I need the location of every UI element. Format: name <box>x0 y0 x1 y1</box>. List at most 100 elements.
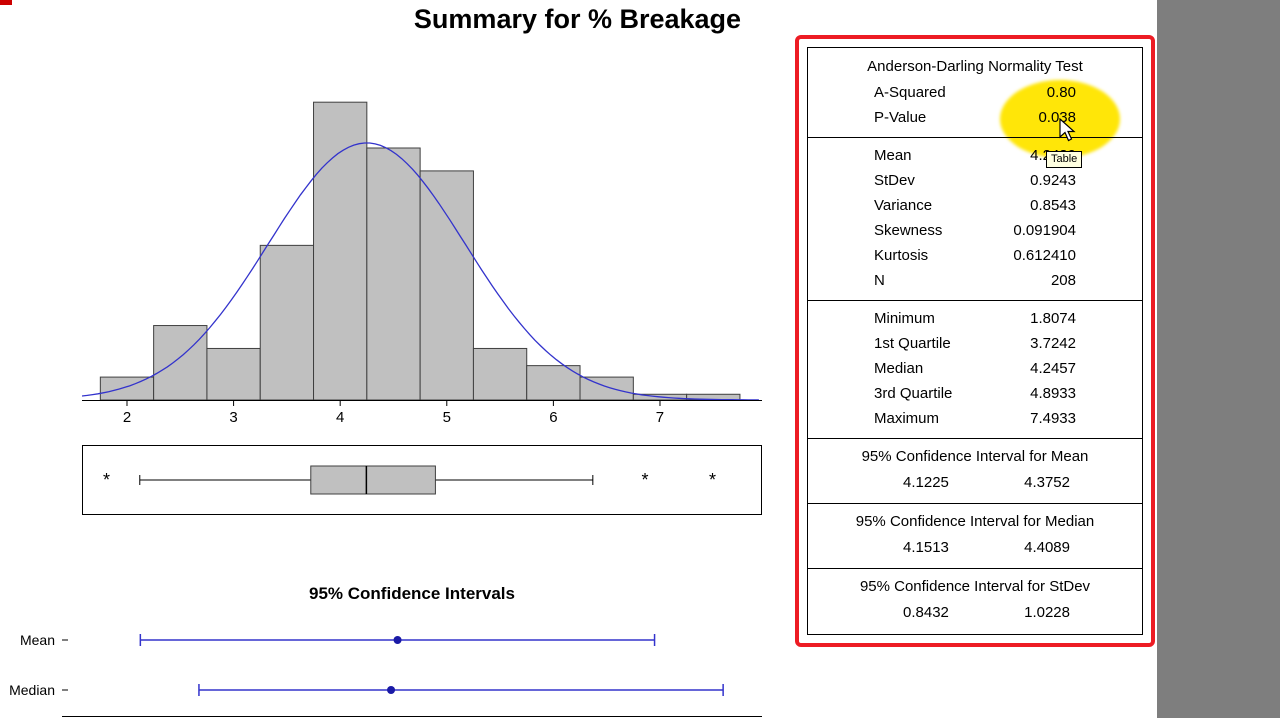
ci-row-label-median: Median <box>9 682 55 698</box>
stat-label: Median <box>874 360 924 377</box>
stat-value: 1.8074 <box>1030 310 1076 327</box>
stats-row: P-Value 0.038 <box>808 105 1142 130</box>
stat-label: Variance <box>874 197 933 214</box>
histogram-bar <box>259 244 315 401</box>
stats-row: StDev 0.9243 <box>808 168 1142 193</box>
stat-value: 4.8933 <box>1030 385 1076 402</box>
ci-values-row: 4.1225 4.3752 <box>808 470 1142 496</box>
ci-low-value: 0.8432 <box>903 604 949 621</box>
x-tick-label: 4 <box>336 409 344 426</box>
stats-row: Kurtosis 0.612410 <box>808 243 1142 268</box>
ci-center-dot <box>393 636 402 644</box>
histogram-chart: 2 3 4 5 6 7 <box>82 101 762 426</box>
stats-row: N 208 <box>808 268 1142 293</box>
stat-label: N <box>874 272 885 289</box>
quantiles-section: Minimum 1.8074 1st Quartile 3.7242 Median 4.2… <box>808 303 1142 436</box>
stats-row: Variance 0.8543 <box>808 193 1142 218</box>
histogram-bar <box>313 101 368 401</box>
stat-value: 0.80 <box>1046 84 1076 101</box>
ci-section: 95% Confidence Interval for Mean 4.1225 4.… <box>808 441 1142 501</box>
ci-low-value: 4.1225 <box>903 474 949 491</box>
stats-row: Skewness 0.091904 <box>808 218 1142 243</box>
section-header: 95% Confidence Interval for Mean <box>861 448 1089 465</box>
stat-label: StDev <box>874 172 915 189</box>
ci-values-row: 0.8432 1.0228 <box>808 600 1142 626</box>
page-title: Summary for % Breakage <box>413 4 742 34</box>
outlier-asterisk: * <box>709 470 716 490</box>
histogram-bar <box>99 376 155 401</box>
ci-section-title: 95% Confidence Intervals <box>309 584 515 603</box>
ci-row-mean <box>62 634 656 646</box>
stat-value: 0.091904 <box>1013 222 1076 239</box>
stat-label: Maximum <box>874 410 940 427</box>
stat-label: Skewness <box>874 222 943 239</box>
section-header: 95% Confidence Interval for Median <box>855 513 1095 530</box>
x-tick-label: 2 <box>123 409 131 426</box>
x-tick-label: 6 <box>549 409 557 426</box>
stat-value: 7.4933 <box>1030 410 1076 427</box>
x-tick-label: 7 <box>656 409 664 426</box>
histogram-bar <box>579 376 634 401</box>
stats-panel[interactable]: Anderson-Darling Normality Test A-Squared… <box>795 35 1155 647</box>
table-tooltip: Table <box>1046 151 1083 168</box>
video-artifact-mark <box>0 0 12 5</box>
boxplot-box <box>310 465 436 495</box>
stats-row: 1st Quartile 3.7242 <box>808 331 1142 356</box>
section-divider <box>808 438 1142 439</box>
right-gray-strip <box>1157 0 1280 718</box>
x-tick-label: 5 <box>443 409 451 426</box>
section-divider <box>808 137 1142 138</box>
stat-label: P-Value <box>874 109 927 126</box>
stats-row: Minimum 1.8074 <box>808 306 1142 331</box>
section-divider <box>808 568 1142 569</box>
section-header: 95% Confidence Interval for StDev <box>859 578 1091 595</box>
stat-label: 1st Quartile <box>874 335 951 352</box>
outlier-asterisk: * <box>103 470 110 490</box>
histogram-bar <box>206 347 261 401</box>
outlier-asterisk: * <box>642 470 649 490</box>
stats-row: Median 4.2457 <box>808 356 1142 381</box>
histogram-x-axis: 2 3 4 5 6 7 <box>82 400 762 426</box>
ci-high-value: 4.4089 <box>1024 539 1070 556</box>
stats-row: Maximum 7.4933 <box>808 406 1142 431</box>
ci-section: 95% Confidence Interval for StDev 0.8432 1… <box>808 571 1142 631</box>
ci-section: 95% Confidence Interval for Median 4.1513… <box>808 506 1142 566</box>
mouse-cursor-icon <box>1059 118 1076 142</box>
ci-values-row: 4.1513 4.4089 <box>808 535 1142 561</box>
histogram-bar <box>419 170 474 401</box>
histogram-bar <box>153 325 208 401</box>
stat-value: 0.612410 <box>1013 247 1076 264</box>
boxplot-chart: * * * <box>82 445 762 515</box>
section-divider <box>808 503 1142 504</box>
normality-section: Anderson-Darling Normality Test A-Squared… <box>808 51 1142 135</box>
stats-row: A-Squared 0.80 <box>808 80 1142 105</box>
stat-label: A-Squared <box>874 84 946 101</box>
x-tick-label: 3 <box>229 409 237 426</box>
ci-high-value: 4.3752 <box>1024 474 1070 491</box>
ci-low-value: 4.1513 <box>903 539 949 556</box>
histogram-bars <box>99 101 741 401</box>
histogram-bar <box>472 347 528 401</box>
stat-value: 0.8543 <box>1030 197 1076 214</box>
stat-value: 4.2457 <box>1030 360 1076 377</box>
stats-table: Anderson-Darling Normality Test A-Squared… <box>807 47 1143 635</box>
stat-label: Mean <box>874 147 912 164</box>
section-divider <box>808 300 1142 301</box>
stat-label: Kurtosis <box>874 247 929 264</box>
stat-value: 3.7242 <box>1030 335 1076 352</box>
stat-label: Minimum <box>874 310 935 327</box>
interval-plot <box>62 634 762 717</box>
ci-high-value: 1.0228 <box>1024 604 1070 621</box>
histogram-bar <box>366 147 421 401</box>
ci-center-dot <box>387 686 396 694</box>
stats-row: 3rd Quartile 4.8933 <box>808 381 1142 406</box>
stat-value: 208 <box>1050 272 1076 289</box>
normal-curve <box>82 142 759 401</box>
ci-row-median <box>62 684 724 696</box>
stat-value: 0.9243 <box>1030 172 1076 189</box>
ci-row-label-mean: Mean <box>19 632 55 648</box>
stat-label: 3rd Quartile <box>874 385 953 402</box>
